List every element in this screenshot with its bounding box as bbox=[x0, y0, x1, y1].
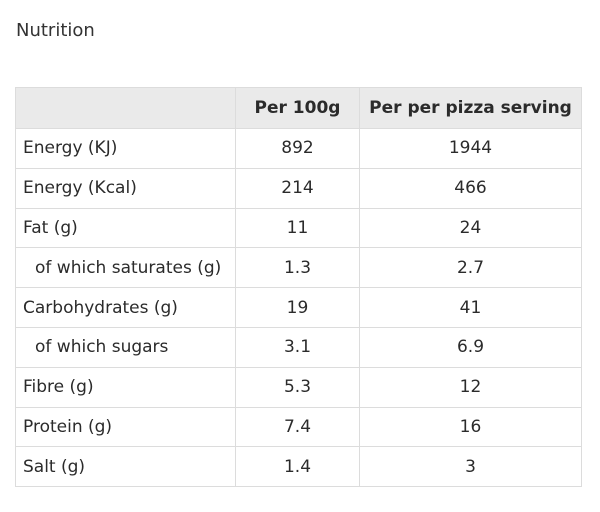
per-serving-value: 2.7 bbox=[359, 247, 582, 289]
table-row: of which saturates (g) 1.3 2.7 bbox=[15, 247, 582, 289]
per-serving-value: 16 bbox=[359, 406, 582, 448]
per-serving-value: 466 bbox=[359, 167, 582, 209]
section-heading: Nutrition bbox=[16, 20, 95, 41]
table-row: Fibre (g) 5.3 12 bbox=[15, 366, 582, 408]
per-serving-value: 3 bbox=[359, 446, 582, 488]
nutrition-table: Per 100g Per per pizza serving Energy (K… bbox=[15, 87, 582, 488]
nutrient-label: Protein (g) bbox=[15, 406, 236, 448]
per-100g-value: 3.1 bbox=[235, 326, 360, 368]
nutrient-label: Fat (g) bbox=[15, 207, 236, 249]
nutrient-label: Salt (g) bbox=[15, 446, 236, 488]
per-100g-value: 11 bbox=[235, 207, 360, 249]
header-nutrient bbox=[15, 87, 236, 129]
nutrient-label: Carbohydrates (g) bbox=[15, 287, 236, 328]
table-row: Energy (Kcal) 214 466 bbox=[15, 167, 582, 209]
table-row: Carbohydrates (g) 19 41 bbox=[15, 287, 582, 328]
per-100g-value: 214 bbox=[235, 167, 360, 209]
per-serving-value: 24 bbox=[359, 207, 582, 249]
table-row: Protein (g) 7.4 16 bbox=[15, 406, 582, 448]
nutrient-sub-label: of which saturates (g) bbox=[15, 247, 236, 289]
table-header: Per 100g Per per pizza serving bbox=[15, 87, 582, 129]
per-100g-value: 5.3 bbox=[235, 366, 360, 408]
header-per-100g: Per 100g bbox=[235, 87, 360, 129]
table-row: Fat (g) 11 24 bbox=[15, 207, 582, 249]
table-body: Energy (KJ) 892 1944 Energy (Kcal) 214 4… bbox=[15, 128, 582, 488]
header-row: Per 100g Per per pizza serving bbox=[15, 87, 582, 129]
per-100g-value: 19 bbox=[235, 287, 360, 328]
per-100g-value: 7.4 bbox=[235, 406, 360, 448]
nutrient-label: Fibre (g) bbox=[15, 366, 236, 408]
per-serving-value: 6.9 bbox=[359, 326, 582, 368]
table-row: Energy (KJ) 892 1944 bbox=[15, 128, 582, 169]
header-per-serving: Per per pizza serving bbox=[359, 87, 582, 129]
table-row: of which sugars 3.1 6.9 bbox=[15, 326, 582, 368]
per-serving-value: 41 bbox=[359, 287, 582, 328]
nutrient-label: Energy (Kcal) bbox=[15, 167, 236, 209]
table-row: Salt (g) 1.4 3 bbox=[15, 446, 582, 488]
nutrient-sub-label: of which sugars bbox=[15, 326, 236, 368]
per-100g-value: 1.3 bbox=[235, 247, 360, 289]
per-serving-value: 12 bbox=[359, 366, 582, 408]
per-100g-value: 892 bbox=[235, 128, 360, 169]
per-serving-value: 1944 bbox=[359, 128, 582, 169]
nutrient-label: Energy (KJ) bbox=[15, 128, 236, 169]
per-100g-value: 1.4 bbox=[235, 446, 360, 488]
